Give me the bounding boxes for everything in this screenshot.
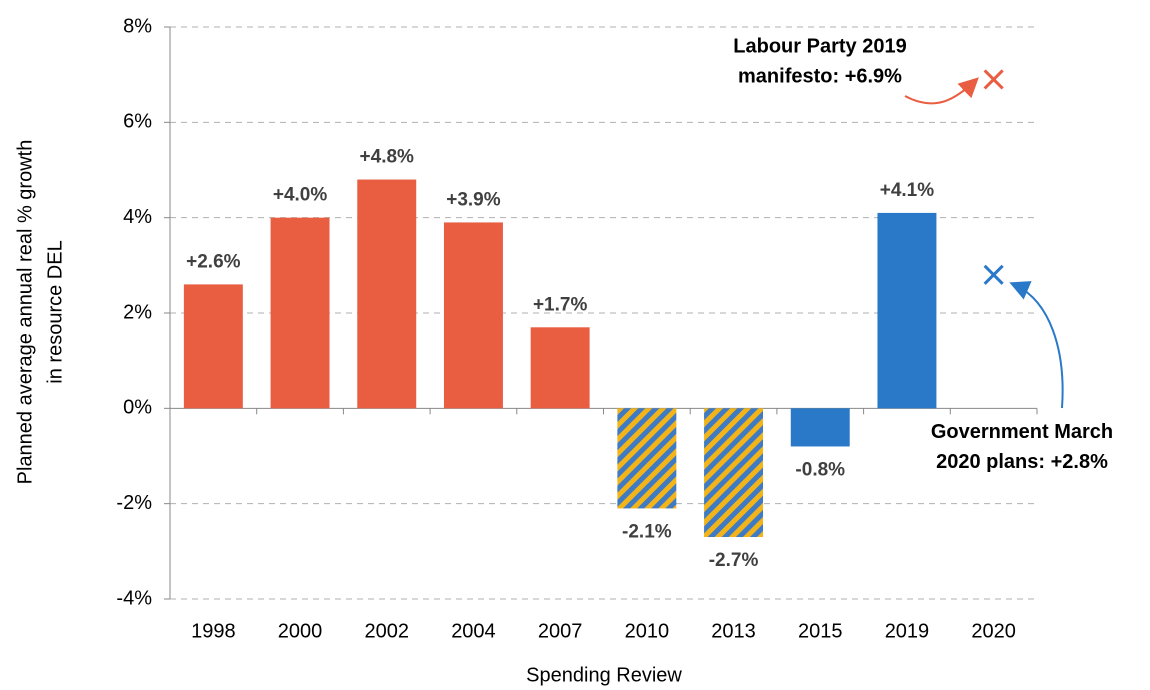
value-label: -2.1% (622, 521, 672, 542)
value-label: +1.7% (533, 294, 588, 315)
x-tick-label: 2019 (885, 620, 930, 642)
y-tick-label: 0% (123, 397, 152, 419)
value-label: -0.8% (795, 459, 845, 480)
x-axis-title: Spending Review (526, 664, 682, 686)
value-label: +4.8% (360, 147, 415, 168)
y-tick-label: 6% (123, 111, 152, 133)
x-tick-label: 2013 (711, 620, 756, 642)
x-tick-label: 2002 (365, 620, 410, 642)
value-label: -2.7% (709, 550, 759, 571)
y-tick-label: 4% (123, 206, 152, 228)
bar (530, 327, 590, 409)
y-tick-label: -2% (116, 492, 152, 514)
bar (357, 179, 417, 409)
x-tick-label: 2010 (625, 620, 670, 642)
value-label: +4.1% (880, 180, 935, 201)
marker-x (983, 264, 1004, 285)
y-axis-title: in resource DEL (44, 240, 66, 383)
x-tick-label: 2015 (798, 620, 843, 642)
value-label: +4.0% (273, 185, 328, 206)
x-tick-label: 1998 (191, 620, 236, 642)
annotation-arrow (904, 77, 979, 105)
value-label: +3.9% (446, 189, 501, 210)
y-tick-label: 8% (123, 15, 152, 37)
y-axis-title: Planned average annual real % growth (14, 140, 36, 485)
annotation: Government March (931, 421, 1113, 443)
x-tick-label: 2007 (538, 620, 583, 642)
bar (443, 222, 503, 409)
bar (617, 408, 677, 509)
y-tick-label: 2% (123, 301, 152, 323)
bar (704, 408, 764, 538)
y-tick-label: -4% (116, 587, 152, 609)
x-tick-label: 2000 (278, 620, 323, 642)
bar (183, 284, 243, 409)
annotation: manifesto: +6.9% (738, 66, 902, 88)
annotation: Labour Party 2019 (733, 36, 906, 58)
bar (877, 212, 937, 409)
annotation: 2020 plans: +2.8% (936, 451, 1108, 473)
marker-x (983, 69, 1004, 90)
annotation-arrow (1009, 281, 1064, 409)
value-label: +2.6% (186, 251, 241, 272)
bar (790, 408, 850, 447)
bar (270, 217, 330, 409)
x-tick-label: 2020 (971, 620, 1016, 642)
x-tick-label: 2004 (451, 620, 496, 642)
